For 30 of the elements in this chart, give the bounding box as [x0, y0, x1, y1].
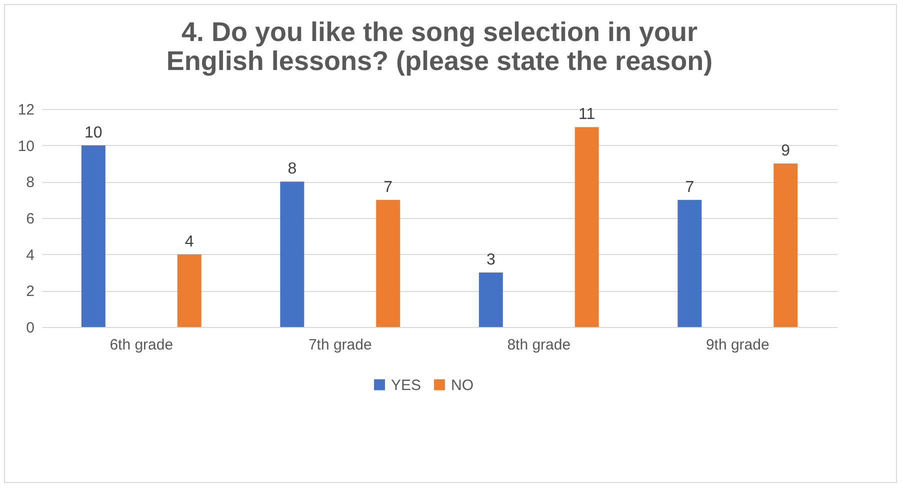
bar [81, 145, 106, 327]
bar [280, 182, 304, 327]
x-tick-label: 9th grade [706, 336, 770, 354]
bar [774, 164, 798, 327]
y-tick-label: 8 [26, 174, 34, 192]
y-tick-label: 12 [18, 102, 34, 118]
y-tick-label: 6 [26, 210, 34, 228]
data-label: 8 [288, 160, 297, 178]
bar [678, 200, 702, 327]
y-tick-label: 10 [18, 138, 34, 155]
data-label: 4 [184, 233, 194, 250]
x-tick-label: 6th grade [110, 336, 174, 354]
y-tick-label: 0 [26, 320, 34, 336]
chart-title: 4. Do you like the song selection in your English lessons? (please state the reason) [166, 17, 713, 76]
data-label: 7 [685, 178, 694, 196]
bar [574, 127, 599, 327]
y-tick-label: 4 [26, 246, 34, 264]
y-tick-label: 2 [26, 283, 34, 300]
bar [376, 200, 400, 327]
legend-label: YES [391, 376, 422, 394]
data-label: 9 [781, 142, 790, 160]
x-tick-label: 8th grade [507, 336, 571, 354]
data-label: 7 [384, 178, 393, 196]
x-tick-label: 7th grade [308, 336, 372, 354]
legend-label: NO [451, 376, 474, 394]
data-label: 10 [84, 124, 102, 142]
data-label: 3 [486, 252, 496, 268]
bar [478, 272, 503, 327]
data-label: 11 [578, 106, 596, 124]
bar [177, 254, 202, 327]
